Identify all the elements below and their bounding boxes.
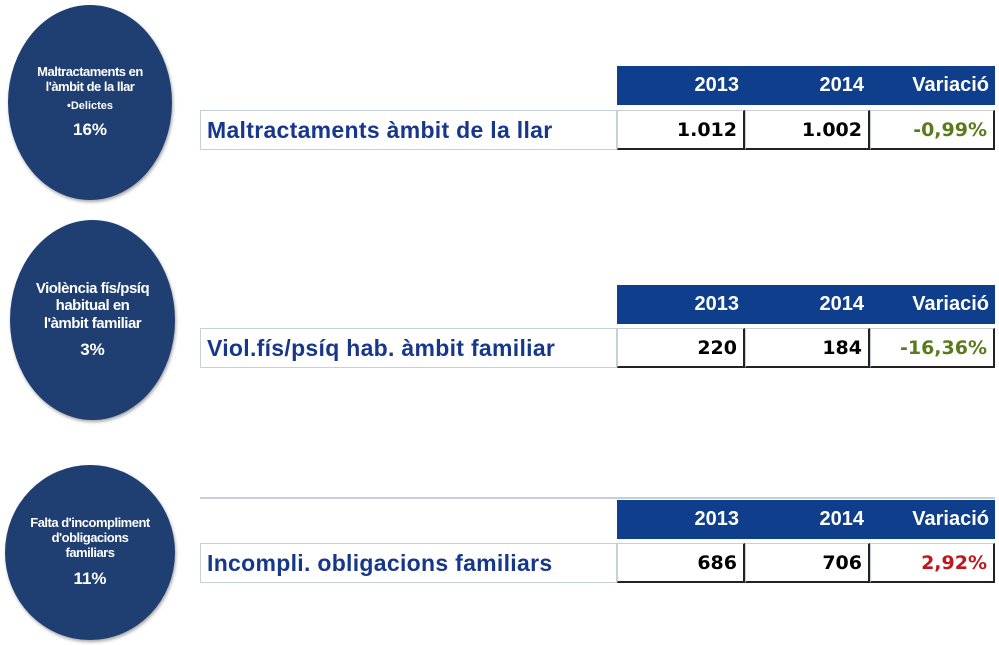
header-cell: 2013 (617, 66, 745, 105)
category-circle: Violència fís/psíq habitual en l'àmbit f… (10, 220, 175, 420)
value-cell: 1.002 (745, 110, 870, 150)
category-circle: Falta d'incompliment d'obligacions famil… (5, 465, 175, 640)
circle-percent: 16% (72, 120, 108, 140)
row-label: Incompli. obligacions familiars (200, 543, 617, 583)
row-label: Maltractaments àmbit de la llar (200, 110, 617, 150)
circle-title: Falta d'incompliment d'obligacions famil… (30, 515, 150, 560)
header-cell: 2014 (745, 66, 870, 105)
circle-title: Violència fís/psíq habitual en l'àmbit f… (35, 280, 150, 332)
value-cell: 706 (745, 543, 870, 583)
value-cell: 184 (745, 328, 870, 368)
value-cell: 2,92% (870, 543, 995, 583)
circle-percent: 3% (80, 339, 105, 359)
value-cell: 686 (617, 543, 745, 583)
category-circle: Maltractaments en l'àmbit de la llar •Del… (8, 5, 172, 200)
circle-title: Maltractaments en l'àmbit de la llar (37, 63, 143, 94)
header-cell: 2014 (745, 285, 870, 324)
value-cell: 1.012 (617, 110, 745, 150)
table-border (200, 497, 995, 499)
circle-percent: 11% (73, 568, 107, 588)
header-cell: 2013 (617, 285, 745, 324)
row-label: Viol.fís/psíq hab. àmbit familiar (200, 328, 617, 368)
circle-subtitle: •Delictes (66, 100, 114, 113)
header-cell: Variació (870, 285, 995, 324)
header-cell: Variació (870, 66, 995, 105)
value-cell: 220 (617, 328, 745, 368)
header-cell: Variació (870, 500, 995, 539)
value-cell: -16,36% (870, 328, 995, 368)
header-cell: 2013 (617, 500, 745, 539)
value-cell: -0,99% (870, 110, 995, 150)
header-cell: 2014 (745, 500, 870, 539)
